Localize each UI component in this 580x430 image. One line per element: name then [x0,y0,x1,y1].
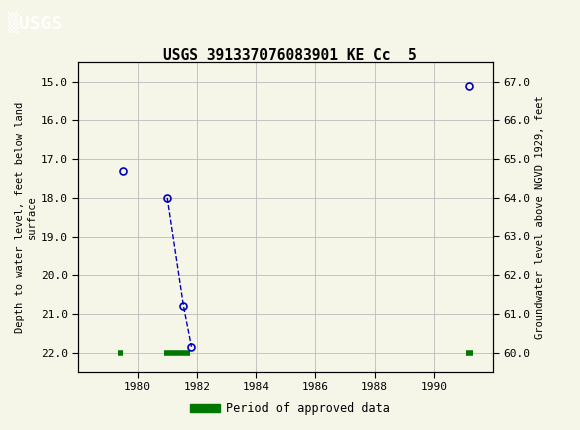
Legend: Period of approved data: Period of approved data [186,397,394,420]
Y-axis label: Depth to water level, feet below land
surface: Depth to water level, feet below land su… [15,101,37,333]
Text: USGS 391337076083901 KE Cc  5: USGS 391337076083901 KE Cc 5 [163,48,417,62]
Y-axis label: Groundwater level above NGVD 1929, feet: Groundwater level above NGVD 1929, feet [535,95,545,339]
Text: ▒USGS: ▒USGS [8,12,62,33]
